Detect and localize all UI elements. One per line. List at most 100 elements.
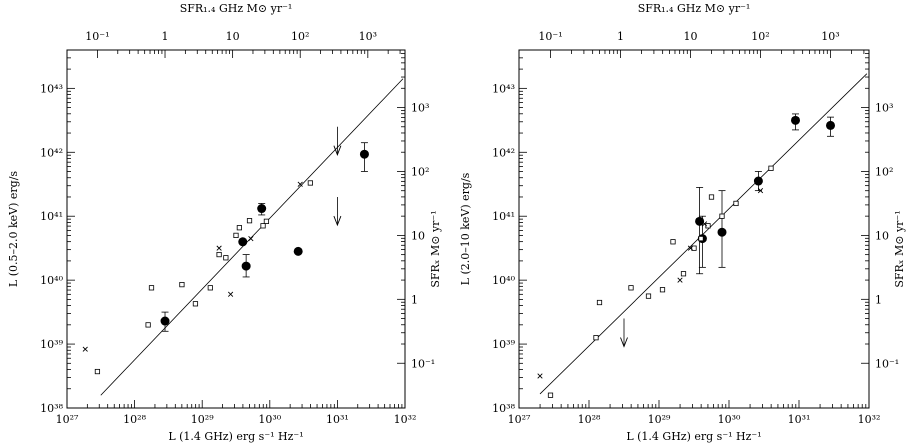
data-point-cross — [757, 188, 764, 194]
top-tick-label: 1 — [162, 30, 169, 43]
plot-frame — [518, 49, 870, 409]
bottom-tick-label: 10³¹ — [326, 413, 349, 426]
data-point-cross — [537, 373, 543, 379]
data-point-filled-circle — [359, 149, 369, 159]
data-point-open-square — [680, 271, 687, 277]
data-point-filled-circle — [695, 216, 705, 226]
right-tick-label: 10³ — [411, 102, 429, 115]
data-point-filled-circle — [717, 227, 727, 237]
top-tick-label: 1 — [617, 30, 624, 43]
right-tick-label: 10 — [411, 229, 425, 242]
bottom-tick-label: 10³² — [858, 413, 881, 426]
bottom-tick-label: 10²⁸ — [123, 413, 146, 426]
data-point-open-square — [233, 232, 239, 238]
data-point-cross — [82, 346, 88, 352]
upper-limit-arrow-head — [620, 337, 628, 348]
data-point-open-square — [94, 368, 101, 375]
data-point-open-square — [547, 392, 554, 398]
x-axis-title: L (1.4 GHz) erg s⁻¹ Hz⁻¹ — [626, 430, 761, 443]
data-point-filled-circle — [238, 237, 248, 247]
upper-limit-arrow-head — [333, 215, 342, 227]
data-point-open-square — [263, 218, 270, 224]
right-axis-title: SFRₓ M⊙ yr⁻¹ — [893, 210, 906, 287]
data-point-open-square — [691, 245, 697, 251]
left-tick-label: 10⁴⁰ — [40, 274, 63, 287]
data-point-open-square — [733, 200, 739, 207]
left-tick-label: 10⁴³ — [492, 82, 515, 95]
top-tick-label: 10³ — [359, 30, 377, 43]
top-axis-title: SFR₁.₄ GHz M⊙ yr⁻¹ — [638, 2, 751, 15]
bottom-tick-label: 10³⁰ — [258, 413, 281, 426]
data-point-cross — [248, 235, 254, 242]
fit-line — [539, 73, 868, 395]
data-point-cross — [227, 291, 234, 297]
right-tick-label: 10⁻¹ — [411, 357, 435, 370]
data-point-open-square — [596, 299, 603, 306]
data-point-open-square — [246, 218, 253, 224]
data-point-cross — [297, 181, 303, 187]
right-panel-xray-hard: 10²⁷ 10²⁸ 10²⁹ 10³⁰ 10³¹ 10³² 10³⁸ 10³⁹ 10⁴⁰ 10⁴¹… — [459, 2, 906, 443]
data-point-open-square — [628, 285, 634, 291]
data-point-open-square — [236, 225, 242, 231]
data-point-open-square — [216, 251, 222, 258]
left-tick-label: 10³⁸ — [492, 402, 515, 415]
left-tick-label: 10⁴² — [492, 146, 515, 159]
left-tick-label: 10⁴⁰ — [492, 274, 515, 287]
top-axis-title: SFR₁.₄ GHz M⊙ yr⁻¹ — [180, 2, 293, 15]
data-point-open-square — [768, 165, 774, 171]
bottom-tick-label: 10²⁹ — [648, 413, 671, 426]
data-point-filled-circle — [791, 115, 800, 125]
left-tick-label: 10³⁸ — [40, 402, 63, 415]
data-point-filled-circle — [160, 316, 170, 326]
data-point-open-square — [223, 255, 229, 261]
data-point-filled-circle — [826, 120, 835, 130]
data-point-open-square — [670, 239, 676, 245]
data-point-open-square — [708, 194, 715, 200]
top-tick-label: 10³ — [821, 30, 839, 43]
left-tick-label: 10³⁹ — [40, 338, 63, 351]
data-point-open-square — [192, 301, 199, 307]
top-tick-label: 10² — [751, 30, 769, 43]
bottom-tick-label: 10²⁷ — [56, 413, 79, 426]
right-tick-label: 10⁻¹ — [875, 357, 899, 370]
left-tick-label: 10³⁹ — [492, 338, 515, 351]
data-point-open-square — [145, 322, 151, 328]
data-point-open-square — [179, 282, 185, 288]
y-axis-title: L (0.5–2.0 keV) erg/s — [7, 171, 20, 287]
left-panel-xray-soft: 10²⁷ 10²⁸ 10²⁹ 10³⁰ 10³¹ 10³² 10³⁸ 10³⁹ 10⁴⁰ 10⁴¹… — [7, 2, 442, 443]
bottom-tick-label: 10²⁹ — [191, 413, 214, 426]
right-tick-label: 1 — [411, 293, 418, 306]
x-axis-title: L (1.4 GHz) erg s⁻¹ Hz⁻¹ — [168, 430, 303, 443]
y-axis-title: L (2.0–10 keV) erg/s — [459, 172, 472, 285]
data-point-filled-circle — [241, 261, 251, 271]
data-point-open-square — [645, 293, 652, 299]
right-tick-label: 10² — [411, 165, 429, 178]
left-tick-label: 10⁴¹ — [40, 210, 63, 223]
right-tick-label: 10² — [875, 165, 893, 178]
data-point-open-square — [307, 180, 313, 186]
data-point-cross — [701, 221, 708, 227]
data-point-open-square — [260, 223, 266, 229]
bottom-tick-label: 10³² — [394, 413, 417, 426]
top-tick-label: 10² — [291, 30, 309, 43]
data-point-cross — [677, 277, 683, 283]
data-point-open-square — [148, 285, 155, 291]
bottom-tick-label: 10³⁰ — [718, 413, 741, 426]
bottom-tick-label: 10²⁷ — [508, 413, 531, 426]
data-point-filled-circle — [257, 204, 267, 214]
data-point-open-square — [593, 335, 599, 341]
upper-limit-arrow-head — [333, 145, 342, 156]
left-tick-label: 10⁴² — [40, 146, 63, 159]
top-tick-label: 10 — [684, 30, 698, 43]
data-point-open-square — [659, 287, 666, 293]
data-point-open-square — [207, 285, 213, 291]
bottom-tick-label: 10²⁸ — [578, 413, 601, 426]
top-tick-label: 10⁻¹ — [538, 30, 562, 43]
data-point-filled-circle — [753, 176, 763, 186]
left-tick-label: 10⁴³ — [40, 82, 63, 95]
data-point-filled-circle — [293, 246, 303, 256]
right-tick-label: 10 — [875, 229, 889, 242]
data-point-open-square — [719, 213, 725, 219]
right-tick-label: 1 — [875, 293, 882, 306]
